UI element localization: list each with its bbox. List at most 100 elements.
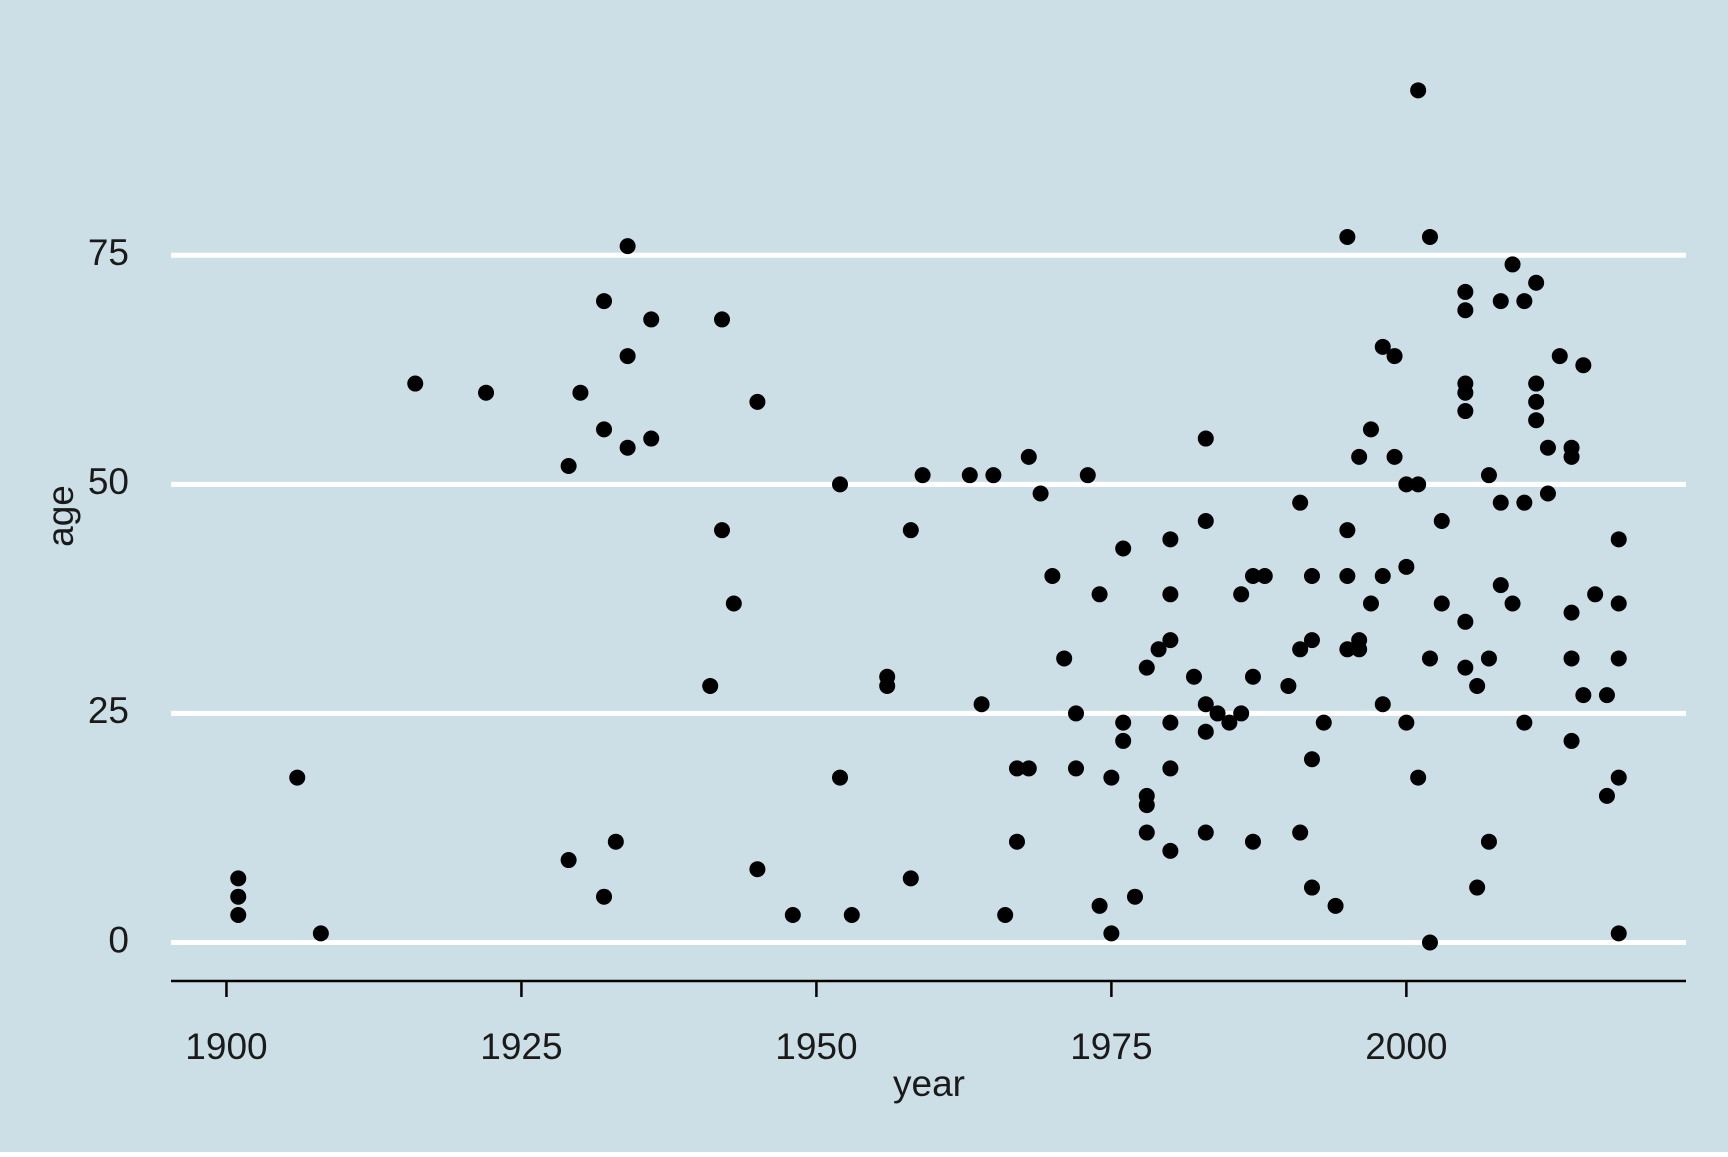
point (1292, 641, 1309, 658)
point (1244, 668, 1261, 685)
point (1516, 494, 1533, 511)
point (1410, 82, 1427, 99)
point (1398, 476, 1415, 493)
point (702, 677, 719, 694)
point (961, 467, 978, 484)
point (1056, 650, 1073, 667)
point (1067, 760, 1084, 777)
point (1115, 732, 1132, 749)
point (1244, 567, 1261, 584)
point (1528, 375, 1545, 392)
point (749, 393, 766, 410)
point (1433, 595, 1450, 612)
point (997, 907, 1014, 924)
point (1610, 531, 1627, 548)
point (1504, 256, 1521, 273)
point (1610, 595, 1627, 612)
point (1563, 732, 1580, 749)
y-tick-label: 25 (88, 690, 129, 731)
x-tick-label: 2000 (1365, 1026, 1447, 1067)
point (1032, 485, 1049, 502)
x-tick-label: 1900 (185, 1026, 267, 1067)
point (1551, 348, 1568, 365)
point (1162, 586, 1179, 603)
point (1303, 879, 1320, 896)
point (1339, 228, 1356, 245)
point (879, 677, 896, 694)
point (914, 467, 931, 484)
point (1351, 448, 1368, 465)
point (1292, 824, 1309, 841)
point (230, 907, 247, 924)
point (1008, 833, 1025, 850)
point (1539, 439, 1556, 456)
x-tick-label: 1925 (480, 1026, 562, 1067)
point (1563, 448, 1580, 465)
x-axis-label: year (893, 1063, 965, 1104)
point (1020, 760, 1037, 777)
y-tick-label: 75 (88, 232, 129, 273)
point (1067, 705, 1084, 722)
point (1563, 650, 1580, 667)
point (1256, 567, 1273, 584)
point (1103, 769, 1120, 786)
point (1197, 513, 1214, 530)
point (1362, 595, 1379, 612)
point (1209, 705, 1226, 722)
point (1480, 467, 1497, 484)
point (1374, 338, 1391, 355)
point (1303, 751, 1320, 768)
point (1457, 403, 1474, 420)
point (596, 293, 613, 310)
point (1528, 274, 1545, 291)
point (1339, 522, 1356, 539)
point (478, 384, 495, 401)
point (1433, 513, 1450, 530)
point (407, 375, 424, 392)
point (1233, 705, 1250, 722)
point (560, 458, 577, 475)
point (1362, 421, 1379, 438)
point (1480, 833, 1497, 850)
point (1457, 613, 1474, 630)
point (1339, 641, 1356, 658)
point (1492, 577, 1509, 594)
point (1244, 833, 1261, 850)
point (1162, 531, 1179, 548)
point (312, 925, 329, 942)
point (619, 348, 636, 365)
point (749, 861, 766, 878)
point (1587, 586, 1604, 603)
point (230, 888, 247, 905)
point (1504, 595, 1521, 612)
point (1610, 925, 1627, 942)
point (1315, 714, 1332, 731)
point (560, 852, 577, 869)
point (1162, 842, 1179, 859)
point (1197, 430, 1214, 447)
point (1115, 540, 1132, 557)
point (1292, 494, 1309, 511)
point (1528, 393, 1545, 410)
point (1374, 567, 1391, 584)
point (289, 769, 306, 786)
point (902, 870, 919, 887)
point (1469, 677, 1486, 694)
point (1138, 797, 1155, 814)
point (1374, 696, 1391, 713)
y-tick-label: 0 (108, 919, 129, 960)
point (619, 238, 636, 255)
point (1410, 476, 1427, 493)
point (902, 522, 919, 539)
point (1162, 632, 1179, 649)
point (1516, 714, 1533, 731)
point (1457, 283, 1474, 300)
point (607, 833, 624, 850)
point (230, 870, 247, 887)
point (1563, 604, 1580, 621)
point (1457, 659, 1474, 676)
point (1150, 641, 1167, 658)
point (843, 907, 860, 924)
